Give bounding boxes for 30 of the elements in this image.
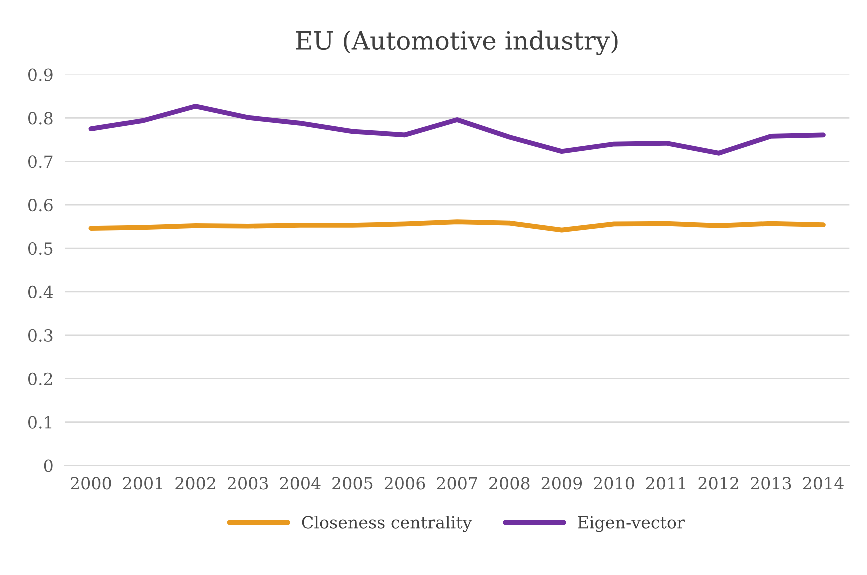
y-tick-label: 0.4 bbox=[28, 286, 54, 299]
y-tick-label: 0 bbox=[44, 460, 53, 472]
legend-label: Closeness centrality bbox=[302, 516, 472, 532]
x-tick-label: 2009 bbox=[542, 477, 582, 490]
chart-title: EU (Automotive industry) bbox=[296, 30, 618, 56]
x-tick-label: 2012 bbox=[698, 477, 738, 490]
line-series bbox=[88, 104, 826, 156]
x-tick-label: 2002 bbox=[176, 477, 216, 490]
x-tick-label: 2013 bbox=[751, 477, 792, 490]
x-tick-label: 2001 bbox=[123, 477, 162, 490]
x-tick-label: 2003 bbox=[228, 477, 268, 490]
x-tick-label: 2011 bbox=[646, 477, 686, 490]
y-tick-label: 0.5 bbox=[28, 242, 53, 256]
x-tick-label: 2006 bbox=[384, 477, 426, 490]
x-tick-label: 2004 bbox=[280, 477, 321, 490]
legend-label: Eigen-vector bbox=[578, 516, 685, 532]
y-tick-label: 0.2 bbox=[28, 372, 52, 386]
y-tick-label: 0.3 bbox=[28, 329, 53, 342]
x-tick-label: 2010 bbox=[594, 477, 634, 490]
y-tick-label: 0.9 bbox=[28, 68, 53, 82]
x-tick-label: 2005 bbox=[332, 477, 373, 490]
x-tick-label: 2000 bbox=[71, 477, 112, 490]
y-tick-label: 0.7 bbox=[28, 156, 53, 168]
x-tick-label: 2014 bbox=[803, 477, 844, 490]
line-series bbox=[88, 220, 826, 233]
y-tick-label: 0.1 bbox=[28, 416, 52, 429]
x-tick-label: 2007 bbox=[437, 477, 478, 490]
y-tick-label: 0.8 bbox=[28, 112, 53, 125]
y-tick-label: 0.6 bbox=[28, 199, 53, 212]
x-tick-label: 2008 bbox=[490, 477, 530, 490]
